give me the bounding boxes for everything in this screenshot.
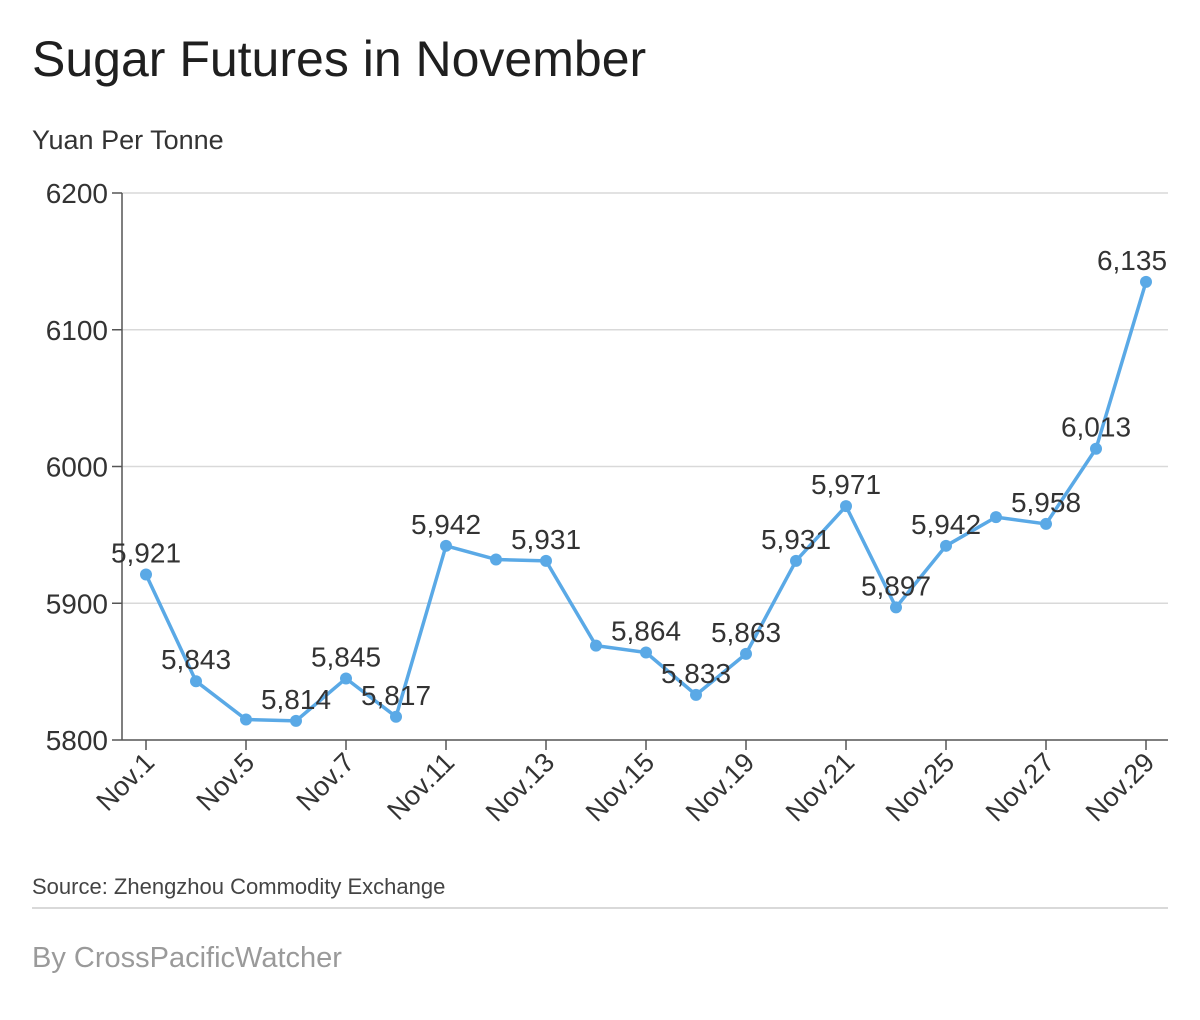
data-point	[690, 688, 702, 701]
data-point	[140, 568, 152, 581]
data-label: 6,135	[1097, 245, 1167, 276]
x-tick-label: Nov.15	[580, 747, 660, 827]
x-tick-label: Nov.13	[480, 747, 560, 827]
data-point	[390, 710, 402, 723]
data-label: 5,814	[261, 684, 331, 715]
data-point	[440, 539, 452, 552]
y-axis: 5800 5900 6000 6100 6200	[46, 178, 123, 756]
line-chart: 5800 5900 6000 6100 6200 Nov.1 Nov.5 Nov.7 Nov.…	[46, 178, 1168, 827]
data-label: 5,863	[711, 617, 781, 648]
data-label: 5,817	[361, 680, 431, 711]
x-tick-label: Nov.5	[191, 747, 261, 817]
data-point	[890, 601, 902, 614]
data-label: 6,013	[1061, 412, 1131, 443]
data-point	[990, 511, 1002, 524]
data-point	[840, 500, 852, 513]
data-label: 5,971	[811, 469, 881, 500]
data-label: 5,958	[1011, 487, 1081, 518]
data-label: 5,833	[661, 658, 731, 689]
data-label: 5,931	[761, 524, 831, 555]
x-tick-label: Nov.21	[780, 747, 860, 827]
data-label: 5,864	[611, 615, 681, 646]
data-point	[340, 672, 352, 685]
data-point	[190, 675, 202, 688]
y-tick-label: 5900	[46, 588, 108, 619]
byline: By CrossPacificWatcher	[32, 942, 342, 974]
data-point	[490, 553, 502, 566]
data-point	[540, 554, 552, 567]
data-point	[640, 646, 652, 659]
y-tick-label: 5800	[46, 725, 108, 756]
series-line	[140, 275, 1152, 727]
data-point	[790, 554, 802, 567]
x-tick-label: Nov.7	[291, 747, 361, 817]
data-labels: 5,921 5,843 5,814 5,845 5,817 5,942 5,931 5,864…	[111, 245, 1167, 715]
data-point	[940, 539, 952, 552]
y-axis-unit-label: Yuan Per Tonne	[32, 125, 224, 155]
data-point	[1140, 275, 1152, 288]
grid-lines	[122, 192, 1168, 604]
y-tick-label: 6200	[46, 178, 108, 209]
data-point	[240, 713, 252, 726]
x-tick-label: Nov.19	[680, 747, 760, 827]
footer-divider	[32, 907, 1168, 909]
data-point	[290, 714, 302, 727]
data-label: 5,942	[411, 509, 481, 540]
data-point	[1040, 517, 1052, 530]
x-tick-label: Nov.25	[880, 747, 960, 827]
x-tick-label: Nov.27	[980, 747, 1060, 827]
x-tick-label: Nov.29	[1080, 747, 1160, 827]
chart-title: Sugar Futures in November	[32, 31, 647, 87]
x-tick-label: Nov.1	[91, 747, 161, 817]
data-point	[590, 639, 602, 652]
data-point	[740, 647, 752, 660]
data-label: 5,845	[311, 641, 381, 672]
data-label: 5,921	[111, 538, 181, 569]
y-tick-label: 6100	[46, 315, 108, 346]
data-point	[1090, 442, 1102, 455]
y-tick-label: 6000	[46, 452, 108, 483]
data-label: 5,843	[161, 644, 231, 675]
data-label: 5,897	[861, 570, 931, 601]
source-note: Source: Zhengzhou Commodity Exchange	[32, 874, 446, 899]
data-label: 5,942	[911, 509, 981, 540]
data-label: 5,931	[511, 524, 581, 555]
x-tick-label: Nov.11	[381, 747, 460, 826]
x-axis: Nov.1 Nov.5 Nov.7 Nov.11 Nov.13 Nov.15 Nov.19 N…	[91, 739, 1168, 827]
